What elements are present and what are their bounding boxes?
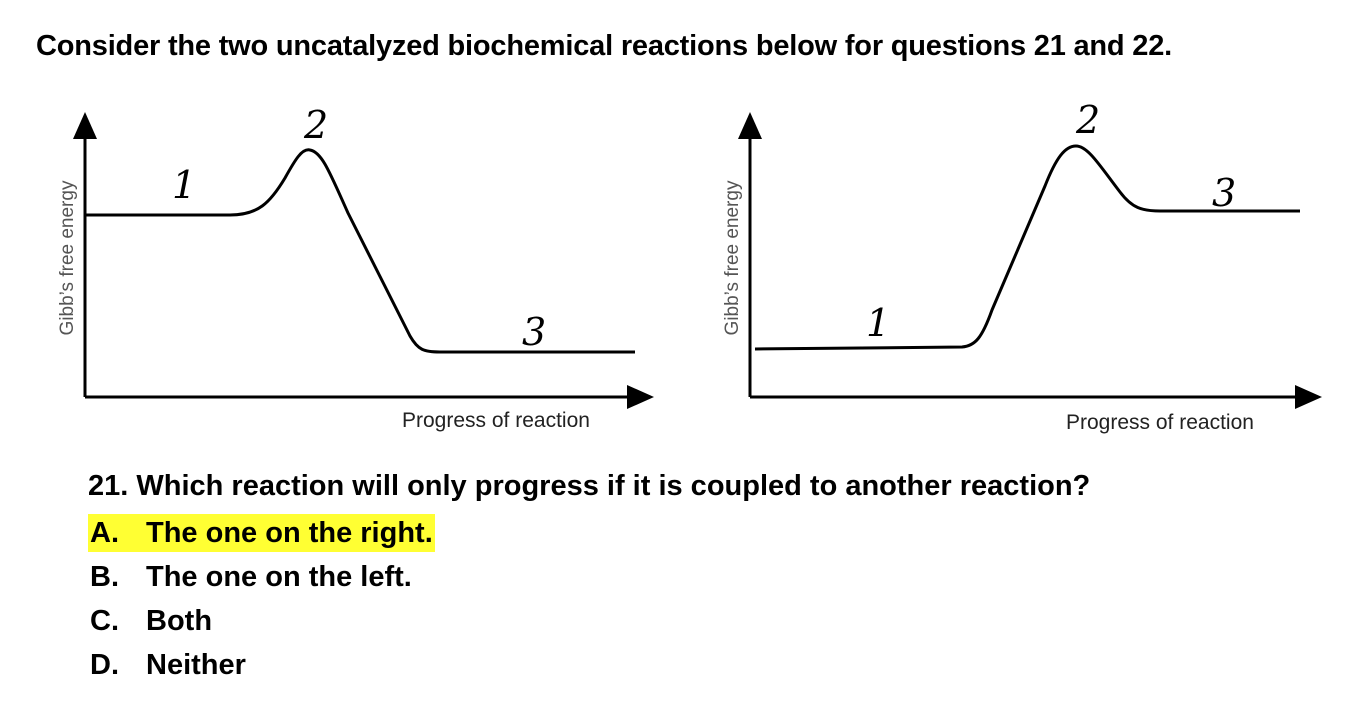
question-text: 21. Which reaction will only progress if… [88, 470, 1091, 502]
y-axis-label: Gibb’s free energy [57, 180, 78, 335]
option-a-highlight: A. The one on the right. [88, 514, 435, 552]
option-b[interactable]: B. The one on the left. [88, 558, 435, 602]
option-letter: A. [90, 517, 119, 549]
point-label-2: 2 [1075, 98, 1100, 142]
option-d[interactable]: D. Neither [88, 646, 435, 690]
option-letter: B. [90, 561, 119, 593]
x-axis-label: Progress of reaction [1066, 411, 1254, 434]
point-label-2: 2 [303, 103, 328, 147]
point-label-1: 1 [866, 301, 890, 345]
option-letter: D. [90, 649, 119, 681]
y-axis-label: Gibb’s free energy [722, 180, 743, 335]
page-heading: Consider the two uncatalyzed biochemical… [36, 30, 1173, 62]
option-c-highlight: C. Both [88, 602, 214, 640]
point-label-3: 3 [522, 310, 546, 354]
option-c[interactable]: C. Both [88, 602, 435, 646]
point-label-3: 3 [1212, 171, 1236, 215]
option-letter: C. [90, 605, 119, 637]
energy-curve [754, 144, 1300, 351]
option-text: Neither [146, 649, 246, 681]
option-text: Both [146, 605, 213, 637]
energy-diagram-right: Gibb’s free energy Progress of reaction … [690, 88, 1330, 448]
option-text: The one on the right. [146, 517, 433, 549]
option-b-highlight: B. The one on the left. [88, 558, 414, 596]
option-d-highlight: D. Neither [88, 646, 248, 684]
answer-options: A. The one on the right. B. The one on t… [88, 514, 435, 690]
option-text: The one on the left. [146, 561, 412, 593]
point-label-1: 1 [172, 163, 196, 207]
option-a[interactable]: A. The one on the right. [88, 514, 435, 558]
energy-diagram-left: Gibb’s free energy Progress of reaction … [30, 88, 670, 448]
x-axis-label: Progress of reaction [402, 409, 590, 432]
energy-curve [85, 148, 635, 354]
